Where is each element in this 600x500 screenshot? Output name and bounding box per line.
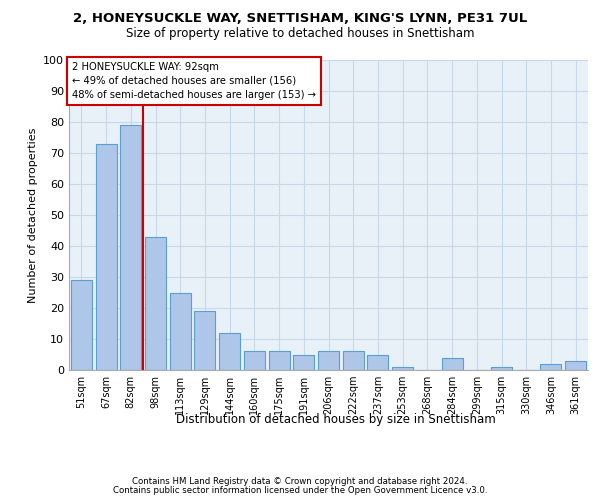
Bar: [541, 364, 562, 370]
Bar: [95, 144, 116, 370]
Bar: [71, 280, 92, 370]
Y-axis label: Number of detached properties: Number of detached properties: [28, 128, 38, 302]
Text: Contains public sector information licensed under the Open Government Licence v3: Contains public sector information licen…: [113, 486, 487, 495]
Bar: [293, 354, 314, 370]
Bar: [244, 352, 265, 370]
Bar: [491, 367, 512, 370]
Bar: [442, 358, 463, 370]
Bar: [194, 311, 215, 370]
Bar: [318, 352, 339, 370]
Bar: [145, 236, 166, 370]
Text: 2 HONEYSUCKLE WAY: 92sqm
← 49% of detached houses are smaller (156)
48% of semi-: 2 HONEYSUCKLE WAY: 92sqm ← 49% of detach…: [71, 62, 316, 100]
Bar: [565, 360, 586, 370]
Bar: [120, 125, 141, 370]
Bar: [170, 292, 191, 370]
Bar: [343, 352, 364, 370]
Text: Contains HM Land Registry data © Crown copyright and database right 2024.: Contains HM Land Registry data © Crown c…: [132, 477, 468, 486]
Text: 2, HONEYSUCKLE WAY, SNETTISHAM, KING'S LYNN, PE31 7UL: 2, HONEYSUCKLE WAY, SNETTISHAM, KING'S L…: [73, 12, 527, 26]
Text: Distribution of detached houses by size in Snettisham: Distribution of detached houses by size …: [176, 412, 496, 426]
Bar: [392, 367, 413, 370]
Bar: [367, 354, 388, 370]
Text: Size of property relative to detached houses in Snettisham: Size of property relative to detached ho…: [126, 28, 474, 40]
Bar: [219, 333, 240, 370]
Bar: [269, 352, 290, 370]
